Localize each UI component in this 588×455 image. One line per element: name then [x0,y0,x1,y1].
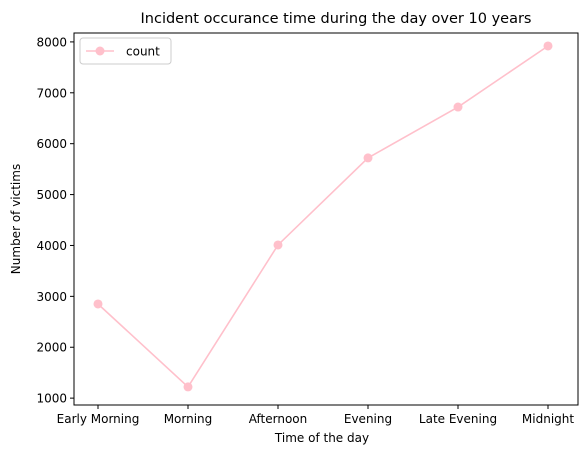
y-tick-label: 6000 [36,137,67,151]
plot-area: 1000 2000 3000 4000 5000 6000 7000 8000 Early M… [36,32,579,426]
series-layer [93,41,553,392]
x-tick-label: Late Evening [419,412,497,426]
x-tick-label: Evening [344,412,392,426]
data-point [453,102,463,112]
x-tick-label: Early Morning [57,412,140,426]
y-tick-label: 7000 [36,86,67,100]
x-tick-label: Morning [164,412,213,426]
x-axis-ticks: Early Morning Morning Afternoon Evening Late… [57,405,574,426]
x-axis-label: Time of the day [274,431,369,445]
y-tick-label: 5000 [36,188,67,202]
plot-frame [73,32,579,406]
y-tick-label: 8000 [36,35,67,49]
chart-title: Incident occurance time during the day o… [141,11,532,27]
x-tick-label: Midnight [522,412,574,426]
y-tick-label: 4000 [36,239,67,253]
data-point [543,41,553,51]
data-point [363,153,373,163]
y-tick-label: 1000 [36,392,67,406]
series-line-count [97,45,549,389]
x-tick-label: Afternoon [249,412,308,426]
legend-box [79,37,172,65]
legend: count [79,37,172,65]
legend-marker-swatch [95,46,105,56]
y-axis-label: Number of victims [9,164,23,274]
y-tick-label: 2000 [36,341,67,355]
legend-entry-count: count [126,45,160,59]
y-tick-label: 3000 [36,290,67,304]
data-point [273,240,283,250]
y-axis-ticks: 1000 2000 3000 4000 5000 6000 7000 8000 [36,35,74,406]
data-point [183,382,193,392]
data-point [93,299,103,309]
